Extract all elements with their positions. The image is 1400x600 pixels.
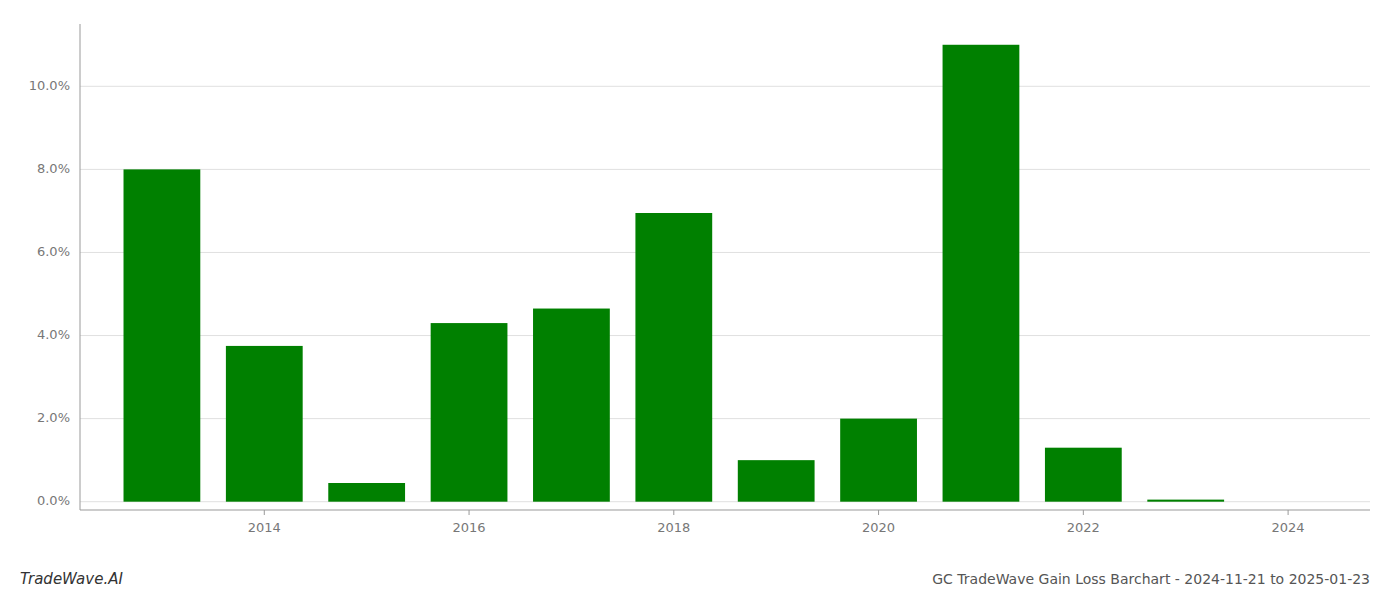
- watermark: TradeWave.AI: [20, 570, 123, 588]
- x-tick-label: 2022: [1067, 520, 1100, 535]
- title: GC TradeWave Gain Loss Barchart - 2024-1…: [932, 571, 1370, 587]
- y-tick-label: 0.0%: [37, 493, 70, 508]
- x-tick: [878, 510, 879, 515]
- y-tick-label: 6.0%: [37, 244, 70, 259]
- x-tick: [1083, 510, 1084, 515]
- y-axis-line: [80, 24, 81, 510]
- grid-line: [80, 335, 1370, 336]
- x-tick-label: 2018: [657, 520, 690, 535]
- x-tick: [1288, 510, 1289, 515]
- grid-line: [80, 86, 1370, 87]
- x-tick: [264, 510, 265, 515]
- bar: [226, 346, 303, 502]
- bar: [328, 483, 405, 502]
- y-tick-label: 4.0%: [37, 327, 70, 342]
- bar: [124, 169, 201, 501]
- x-tick-label: 2016: [453, 520, 486, 535]
- bar: [431, 323, 508, 502]
- x-tick-label: 2024: [1272, 520, 1305, 535]
- bar: [738, 460, 815, 502]
- bar: [1045, 448, 1122, 502]
- bars: [124, 45, 1225, 502]
- bar: [943, 45, 1020, 502]
- x-tick-label: 2020: [862, 520, 895, 535]
- y-grid: [80, 86, 1370, 501]
- y-tick-label: 10.0%: [29, 78, 70, 93]
- bar: [840, 419, 917, 502]
- x-tick-label: 2014: [248, 520, 281, 535]
- y-tick-label: 8.0%: [37, 161, 70, 176]
- grid-line: [80, 169, 1370, 170]
- y-tick-label: 2.0%: [37, 410, 70, 425]
- x-tick: [469, 510, 470, 515]
- background: [0, 0, 1400, 600]
- chart: 0.0% 2.0% 4.0% 6.0% 8.0% 10.0% 2014 2016 2018 202…: [0, 0, 1400, 600]
- bar: [533, 309, 610, 502]
- bar: [1147, 500, 1224, 502]
- grid-line: [80, 252, 1370, 253]
- bar: [635, 213, 712, 502]
- x-axis-line: [80, 510, 1370, 511]
- x-tick: [673, 510, 674, 515]
